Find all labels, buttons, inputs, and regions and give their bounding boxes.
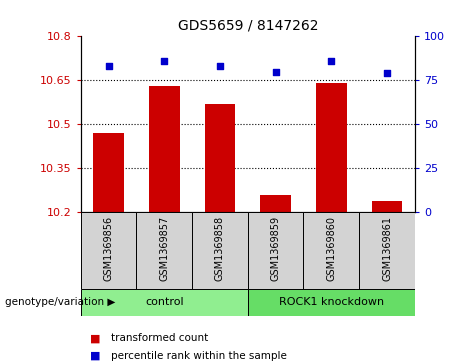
Point [216,63,224,69]
Bar [149,86,179,212]
Bar [81,212,136,289]
Title: GDS5659 / 8147262: GDS5659 / 8147262 [177,19,318,32]
Bar [359,212,415,289]
Text: ■: ■ [90,351,100,361]
Bar [303,212,359,289]
Text: genotype/variation ▶: genotype/variation ▶ [5,297,115,307]
Text: ROCK1 knockdown: ROCK1 knockdown [279,297,384,307]
Point [160,58,168,64]
Bar [260,195,291,212]
Text: ■: ■ [90,333,100,343]
Point [384,70,391,76]
Bar [81,289,248,316]
Text: percentile rank within the sample: percentile rank within the sample [111,351,287,361]
Bar [136,212,192,289]
Bar [93,133,124,212]
Bar [372,201,402,212]
Bar [205,104,235,212]
Text: GSM1369859: GSM1369859 [271,216,281,281]
Point [328,58,335,64]
Text: GSM1369861: GSM1369861 [382,216,392,281]
Text: GSM1369858: GSM1369858 [215,216,225,281]
Bar [248,212,303,289]
Bar [316,83,347,212]
Text: control: control [145,297,183,307]
Bar [192,212,248,289]
Bar [248,289,415,316]
Text: GSM1369856: GSM1369856 [104,216,113,281]
Text: GSM1369857: GSM1369857 [159,216,169,281]
Text: GSM1369860: GSM1369860 [326,216,337,281]
Point [272,69,279,74]
Point [105,63,112,69]
Text: transformed count: transformed count [111,333,208,343]
